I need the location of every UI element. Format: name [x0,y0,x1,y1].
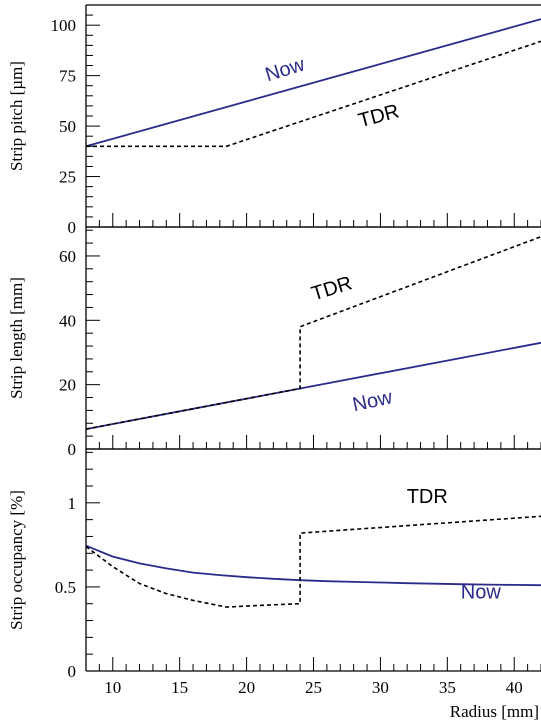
x-tick-label: 25 [305,678,322,697]
y-axis-title: Strip occupancy [%] [7,490,26,630]
strip-occupancy-panel: 0 0.5 1 Strip occupancy [%] TDR Now 10 15 20 25 30… [7,448,541,697]
y-tick-label: 40 [59,311,76,330]
now-series-label: Now [351,386,395,416]
x-tick-label: 15 [171,678,188,697]
strip-pitch-panel: 0 25 50 75 100 Strip pitch [µm] Now TDR [7,4,541,237]
y-tick-label: 20 [59,376,76,395]
y-tick-label: 1 [68,494,77,513]
tdr-series-label: TDR [356,100,401,132]
tdr-series-line [86,40,541,148]
y-tick-label: 0 [68,440,77,459]
x-tick-label: 20 [238,678,255,697]
y-tick-label: 100 [51,16,77,35]
y-tick-label: 75 [59,67,76,86]
x-axis-title: Radius [mm] [450,702,539,721]
now-series-line [85,18,541,148]
now-series-line [85,341,541,430]
y-tick-label: 0.5 [55,578,76,597]
x-tick-label: 30 [372,678,389,697]
now-series-line [85,544,541,587]
now-series-label: Now [263,53,308,86]
y-axis-title: Strip pitch [µm] [7,61,26,171]
tdr-series-label: TDR [309,272,355,305]
y-axis-title: Strip length [mm] [7,277,26,399]
tdr-series-label: TDR [407,486,448,508]
now-series-label: Now [461,582,502,604]
x-tick-label: 35 [439,678,456,697]
tdr-series-line [85,235,541,430]
x-tick-label: 40 [506,678,523,697]
tdr-series-line [85,515,541,608]
y-tick-label: 0 [68,662,77,681]
y-tick-label: 50 [59,117,76,136]
x-tick-label: 10 [104,678,121,697]
y-tick-label: 25 [59,168,76,187]
strip-length-panel: 0 20 40 60 Strip length [mm] TDR Now [7,226,541,459]
y-tick-label: 0 [68,218,77,237]
y-tick-label: 60 [59,247,76,266]
